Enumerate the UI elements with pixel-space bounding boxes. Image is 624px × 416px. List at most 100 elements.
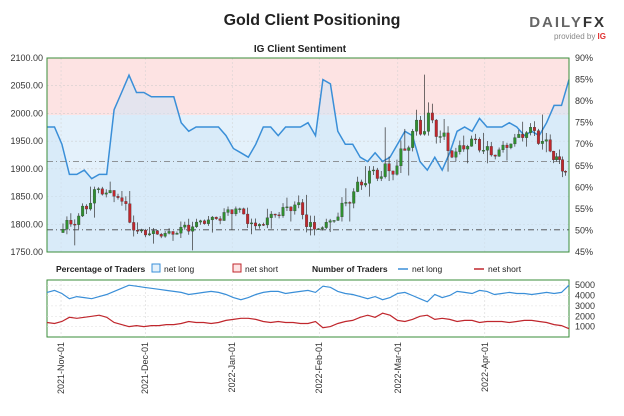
right-tick-label: 70% — [575, 139, 593, 149]
legend-pct-header: Percentage of Traders — [56, 264, 146, 274]
candle-body — [489, 146, 493, 156]
candle-body — [399, 148, 403, 167]
candle-body — [529, 127, 533, 133]
candle-body — [104, 192, 108, 195]
legend-num-header: Number of Traders — [312, 264, 388, 274]
right-tick-label: 60% — [575, 182, 593, 192]
candle-body — [533, 127, 536, 131]
candle-body — [222, 212, 226, 221]
price-panel: IG Client Sentiment 2100.00 2050.00 2000.0… — [10, 44, 593, 257]
candle-body — [136, 230, 140, 232]
candle-body — [430, 112, 434, 121]
candle-body — [175, 233, 179, 235]
candle-body — [297, 202, 301, 206]
candle-body — [470, 138, 474, 147]
candle-body — [324, 222, 328, 228]
candle-body — [120, 197, 124, 202]
candle-body — [320, 227, 324, 229]
candle-body — [89, 202, 92, 210]
candle-body — [344, 202, 348, 204]
logo-fx: FX — [582, 14, 606, 31]
left-tick-label: 2050.00 — [10, 81, 43, 91]
right-tick-label: 50% — [575, 225, 593, 235]
candle-body — [509, 143, 513, 148]
left-tick-label: 1950.00 — [10, 136, 43, 146]
candle-body — [521, 134, 525, 138]
right-tick-label: 80% — [575, 96, 593, 106]
right-tick-label: 45% — [575, 247, 593, 257]
candle-body — [167, 231, 171, 234]
logo-provided-text: provided by — [553, 32, 596, 41]
left-tick-label: 1900.00 — [10, 164, 43, 174]
candle-body — [187, 224, 191, 232]
date-axis: 2021-Nov-01 2021-Dec-01 2022-Jan-01 2022-Fe… — [56, 342, 490, 394]
candle-body — [179, 226, 183, 234]
candle-body — [73, 223, 77, 226]
candle-body — [128, 203, 132, 223]
count-tick-label: 1000 — [575, 322, 595, 332]
candle-body — [132, 222, 136, 231]
dailyfx-logo: DAILYFX provided by IG — [526, 14, 606, 41]
x-tick-label: 2022-Jan-01 — [227, 342, 237, 393]
candle-body — [250, 222, 254, 225]
count-panel-frame — [46, 279, 570, 338]
x-tick-label: 2022-Mar-01 — [393, 342, 403, 394]
candle-body — [124, 201, 128, 204]
logo-ig: IG — [597, 32, 606, 41]
candle-body — [305, 214, 309, 227]
candle-body — [147, 233, 151, 236]
candle-body — [395, 165, 399, 175]
logo-wordmark: DAILYFX — [526, 14, 606, 31]
candle-body — [230, 209, 234, 215]
candle-body — [387, 163, 391, 172]
candle-body — [206, 219, 210, 224]
candle-body — [85, 205, 89, 210]
candle-body — [273, 213, 277, 216]
candle-body — [462, 145, 466, 150]
candle-body — [360, 181, 364, 186]
net-long-pct-line — [47, 73, 570, 180]
candle-body — [474, 138, 477, 141]
left-tick-label: 1750.00 — [10, 247, 43, 257]
right-tick-label: 65% — [575, 161, 593, 171]
candle-body — [505, 144, 509, 148]
net-short-count-line — [46, 312, 570, 330]
candle-body — [238, 208, 242, 210]
candle-body — [281, 207, 285, 216]
candle-body — [81, 205, 85, 217]
candle-body — [261, 224, 265, 226]
candle-body — [195, 221, 199, 227]
legend-net-short-label: net short — [245, 264, 279, 274]
candle-body — [309, 222, 312, 227]
candle-body — [112, 190, 116, 197]
candle-body — [269, 213, 273, 218]
candle-body — [536, 130, 540, 144]
candle-body — [517, 134, 521, 138]
count-tick-label: 3000 — [575, 301, 595, 311]
candle-body — [497, 149, 501, 157]
candle-body — [65, 220, 69, 230]
candle-body — [242, 208, 246, 215]
chart-subtitle: IG Client Sentiment — [254, 44, 347, 55]
count-tick-label: 2000 — [575, 311, 595, 321]
candle-body — [555, 156, 559, 160]
candle-body — [438, 136, 442, 138]
candle-body — [458, 145, 462, 152]
candle-body — [77, 215, 81, 225]
candle-body — [234, 208, 238, 215]
price-panel-frame — [46, 57, 570, 253]
candle-body — [450, 150, 454, 158]
candle-body — [379, 176, 383, 179]
candle-body — [171, 231, 175, 235]
candle-body — [191, 226, 195, 232]
candle-body — [544, 139, 548, 142]
candle-body — [525, 132, 529, 138]
left-axis: 2100.00 2050.00 2000.00 1950.00 1900.00 1850.… — [10, 53, 43, 257]
candle-body — [254, 222, 257, 227]
x-tick-label: 2022-Feb-01 — [314, 342, 324, 394]
candle-body — [564, 171, 567, 173]
logo-provided-by: provided by IG — [526, 32, 606, 41]
candle-body — [352, 191, 356, 204]
